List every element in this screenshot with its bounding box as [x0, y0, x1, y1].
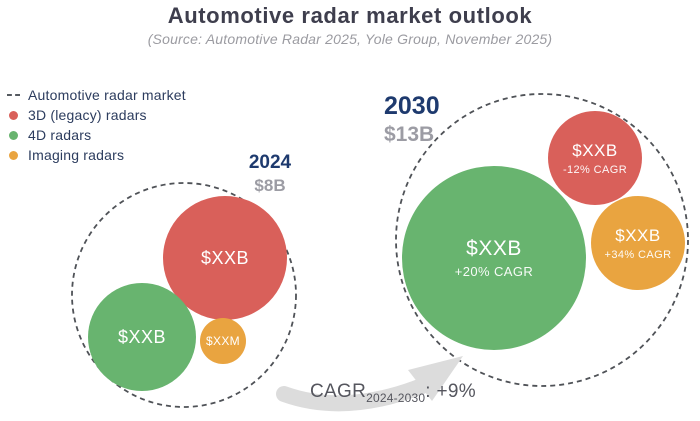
year-label: 2030 [384, 92, 440, 120]
bubble-2030-3d-radars: $XXB -12% CAGR [548, 111, 642, 205]
bubble-value: $XXB [200, 247, 250, 268]
market-circle-2030 [395, 93, 689, 387]
total-value: $8B [254, 176, 286, 195]
green-dot-icon [9, 130, 18, 140]
bubble-cagr: -12% CAGR [562, 163, 628, 176]
cagr-annotation-label: CAGR [310, 381, 367, 402]
legend: Automotive radar market 3D (legacy) rada… [7, 85, 186, 165]
bubble-2030-imaging-radars: $XXB +34% CAGR [591, 196, 685, 290]
red-dot-icon [9, 110, 18, 120]
growth-arrow-icon [276, 356, 463, 412]
legend-label: Automotive radar market [28, 87, 186, 103]
bubble-2024-imaging-radars: $XXM [200, 318, 246, 364]
bubble-value: $XXB [466, 237, 522, 260]
group-label-2024: 2024 $8B [238, 152, 302, 196]
legend-item-market: Automotive radar market [7, 85, 186, 105]
bubble-cagr: +34% CAGR [604, 248, 672, 261]
bubble-2024-3d-radars: $XXB [163, 196, 287, 320]
total-value: $13B [384, 123, 435, 146]
bubble-2030-4d-radars: $XXB +20% CAGR [402, 166, 586, 350]
year-label: 2024 [248, 152, 292, 173]
group-label-2030: 2030 $13B [384, 92, 464, 147]
cagr-annotation-value: : +9% [425, 381, 476, 402]
bubble-value: $XXM [206, 334, 240, 348]
cagr-annotation: CAGR2024-2030: +9% [310, 381, 476, 405]
legend-label: Imaging radars [28, 147, 125, 163]
legend-label: 4D radars [28, 127, 92, 143]
cagr-annotation-subscript: 2024-2030 [366, 390, 426, 405]
legend-item-imaging-radars: Imaging radars [7, 145, 186, 165]
bubble-value: $XXB [117, 326, 167, 347]
dashed-line-icon [7, 94, 20, 96]
legend-item-4d-radars: 4D radars [7, 125, 186, 145]
bubble-2024-4d-radars: $XXB [88, 283, 196, 391]
bubble-cagr: +20% CAGR [454, 264, 534, 279]
page-title: Automotive radar market outlook [167, 3, 533, 28]
market-circle-2024 [71, 182, 297, 408]
bubble-value: $XXB [615, 225, 661, 245]
source-subtitle: (Source: Automotive Radar 2025, Yole Gro… [147, 31, 553, 47]
legend-item-3d-radars: 3D (legacy) radars [7, 105, 186, 125]
orange-dot-icon [9, 150, 18, 160]
bubble-value: $XXB [572, 140, 618, 160]
legend-label: 3D (legacy) radars [28, 107, 147, 123]
